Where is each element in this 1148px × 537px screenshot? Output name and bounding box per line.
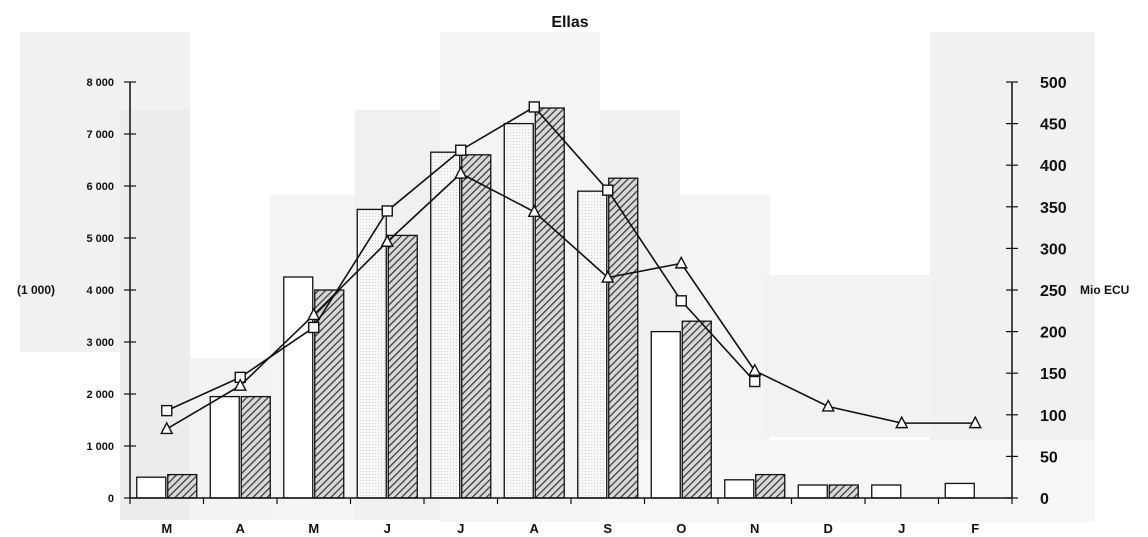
bar-hatched — [461, 154, 492, 499]
left-tick-label: 2 000 — [86, 389, 114, 401]
triangle-marker — [233, 378, 247, 391]
bar-hatched — [534, 107, 565, 499]
bar-white — [797, 484, 828, 499]
right-tick-label: 150 — [1040, 366, 1067, 383]
x-tick-label: A — [530, 521, 540, 536]
triangle-marker — [380, 234, 394, 247]
left-tick-label: 5 000 — [86, 233, 114, 245]
bar-hatched — [828, 484, 859, 499]
x-tick-label: J — [898, 521, 905, 536]
left-tick-label: 6 000 — [86, 181, 114, 193]
x-tick-label: N — [750, 521, 759, 536]
triangle-marker — [527, 204, 541, 217]
line-triangle — [166, 172, 976, 430]
left-tick-label: 3 000 — [86, 337, 114, 349]
x-tick-label: S — [603, 521, 612, 536]
axes-layer: 0 1 000 2 000 3 000 4 000 5 000 6 000 7 000 8 00… — [86, 75, 1066, 536]
x-tick-label: A — [236, 521, 246, 536]
x-tick-label: F — [971, 521, 979, 536]
chart-title: Ellas — [551, 14, 588, 31]
left-tick-label: 8 000 — [86, 77, 114, 89]
square-marker — [381, 205, 393, 217]
right-tick-label: 300 — [1040, 241, 1067, 258]
bar-hatched — [755, 473, 786, 499]
bar-white — [577, 190, 608, 499]
triangle-marker — [968, 415, 982, 429]
square-marker — [675, 295, 687, 307]
left-tick-label: 0 — [108, 493, 114, 505]
right-tick-label: 200 — [1040, 325, 1067, 342]
square-marker — [749, 375, 761, 388]
x-tick-label: O — [676, 521, 686, 536]
square-marker — [602, 184, 614, 196]
bar-hatched — [608, 177, 639, 499]
bar-white — [430, 151, 461, 499]
triangle-marker — [454, 166, 468, 179]
right-tick-label: 500 — [1040, 75, 1067, 92]
bar-white — [944, 482, 975, 499]
bars-layer — [136, 107, 975, 499]
square-marker — [308, 321, 320, 334]
x-tick-label: J — [457, 521, 464, 536]
left-tick-label: 1 000 — [86, 441, 114, 453]
bar-hatched — [314, 289, 345, 499]
right-axis-label: Mio ECU — [1080, 283, 1129, 297]
right-tick-label: 400 — [1040, 158, 1067, 175]
bar-white — [209, 395, 240, 499]
square-marker — [161, 404, 173, 417]
bar-white — [503, 122, 534, 499]
triangle-marker — [601, 270, 615, 283]
bar-hatched — [681, 320, 712, 499]
triangle-marker — [748, 363, 762, 376]
right-tick-label: 450 — [1040, 117, 1067, 134]
triangle-marker — [821, 398, 835, 412]
left-tick-label: 7 000 — [86, 129, 114, 141]
x-tick-label: M — [308, 521, 319, 536]
square-marker — [455, 144, 467, 156]
left-axis-label: (1 000) — [17, 283, 55, 297]
right-tick-label: 0 — [1040, 491, 1049, 508]
triangle-marker — [160, 421, 174, 435]
bar-white — [871, 484, 902, 499]
bar-white — [136, 476, 167, 499]
lines-layer — [160, 101, 982, 435]
x-tick-label: M — [161, 521, 172, 536]
triangle-marker — [674, 255, 688, 269]
bar-white — [650, 330, 681, 499]
bar-hatched — [387, 234, 418, 499]
right-tick-label: 250 — [1040, 283, 1067, 300]
right-tick-label: 50 — [1040, 449, 1058, 466]
triangle-marker — [307, 307, 321, 321]
right-tick-label: 100 — [1040, 408, 1067, 425]
bar-white — [724, 479, 755, 499]
right-tick-label: 350 — [1040, 200, 1067, 217]
bar-white — [283, 276, 314, 499]
x-tick-label: J — [384, 521, 391, 536]
x-tick-label: D — [824, 521, 833, 536]
triangle-marker — [895, 415, 909, 429]
bar-hatched — [240, 395, 271, 499]
left-tick-label: 4 000 — [86, 285, 114, 297]
square-marker — [528, 101, 540, 113]
bar-hatched — [167, 473, 198, 499]
